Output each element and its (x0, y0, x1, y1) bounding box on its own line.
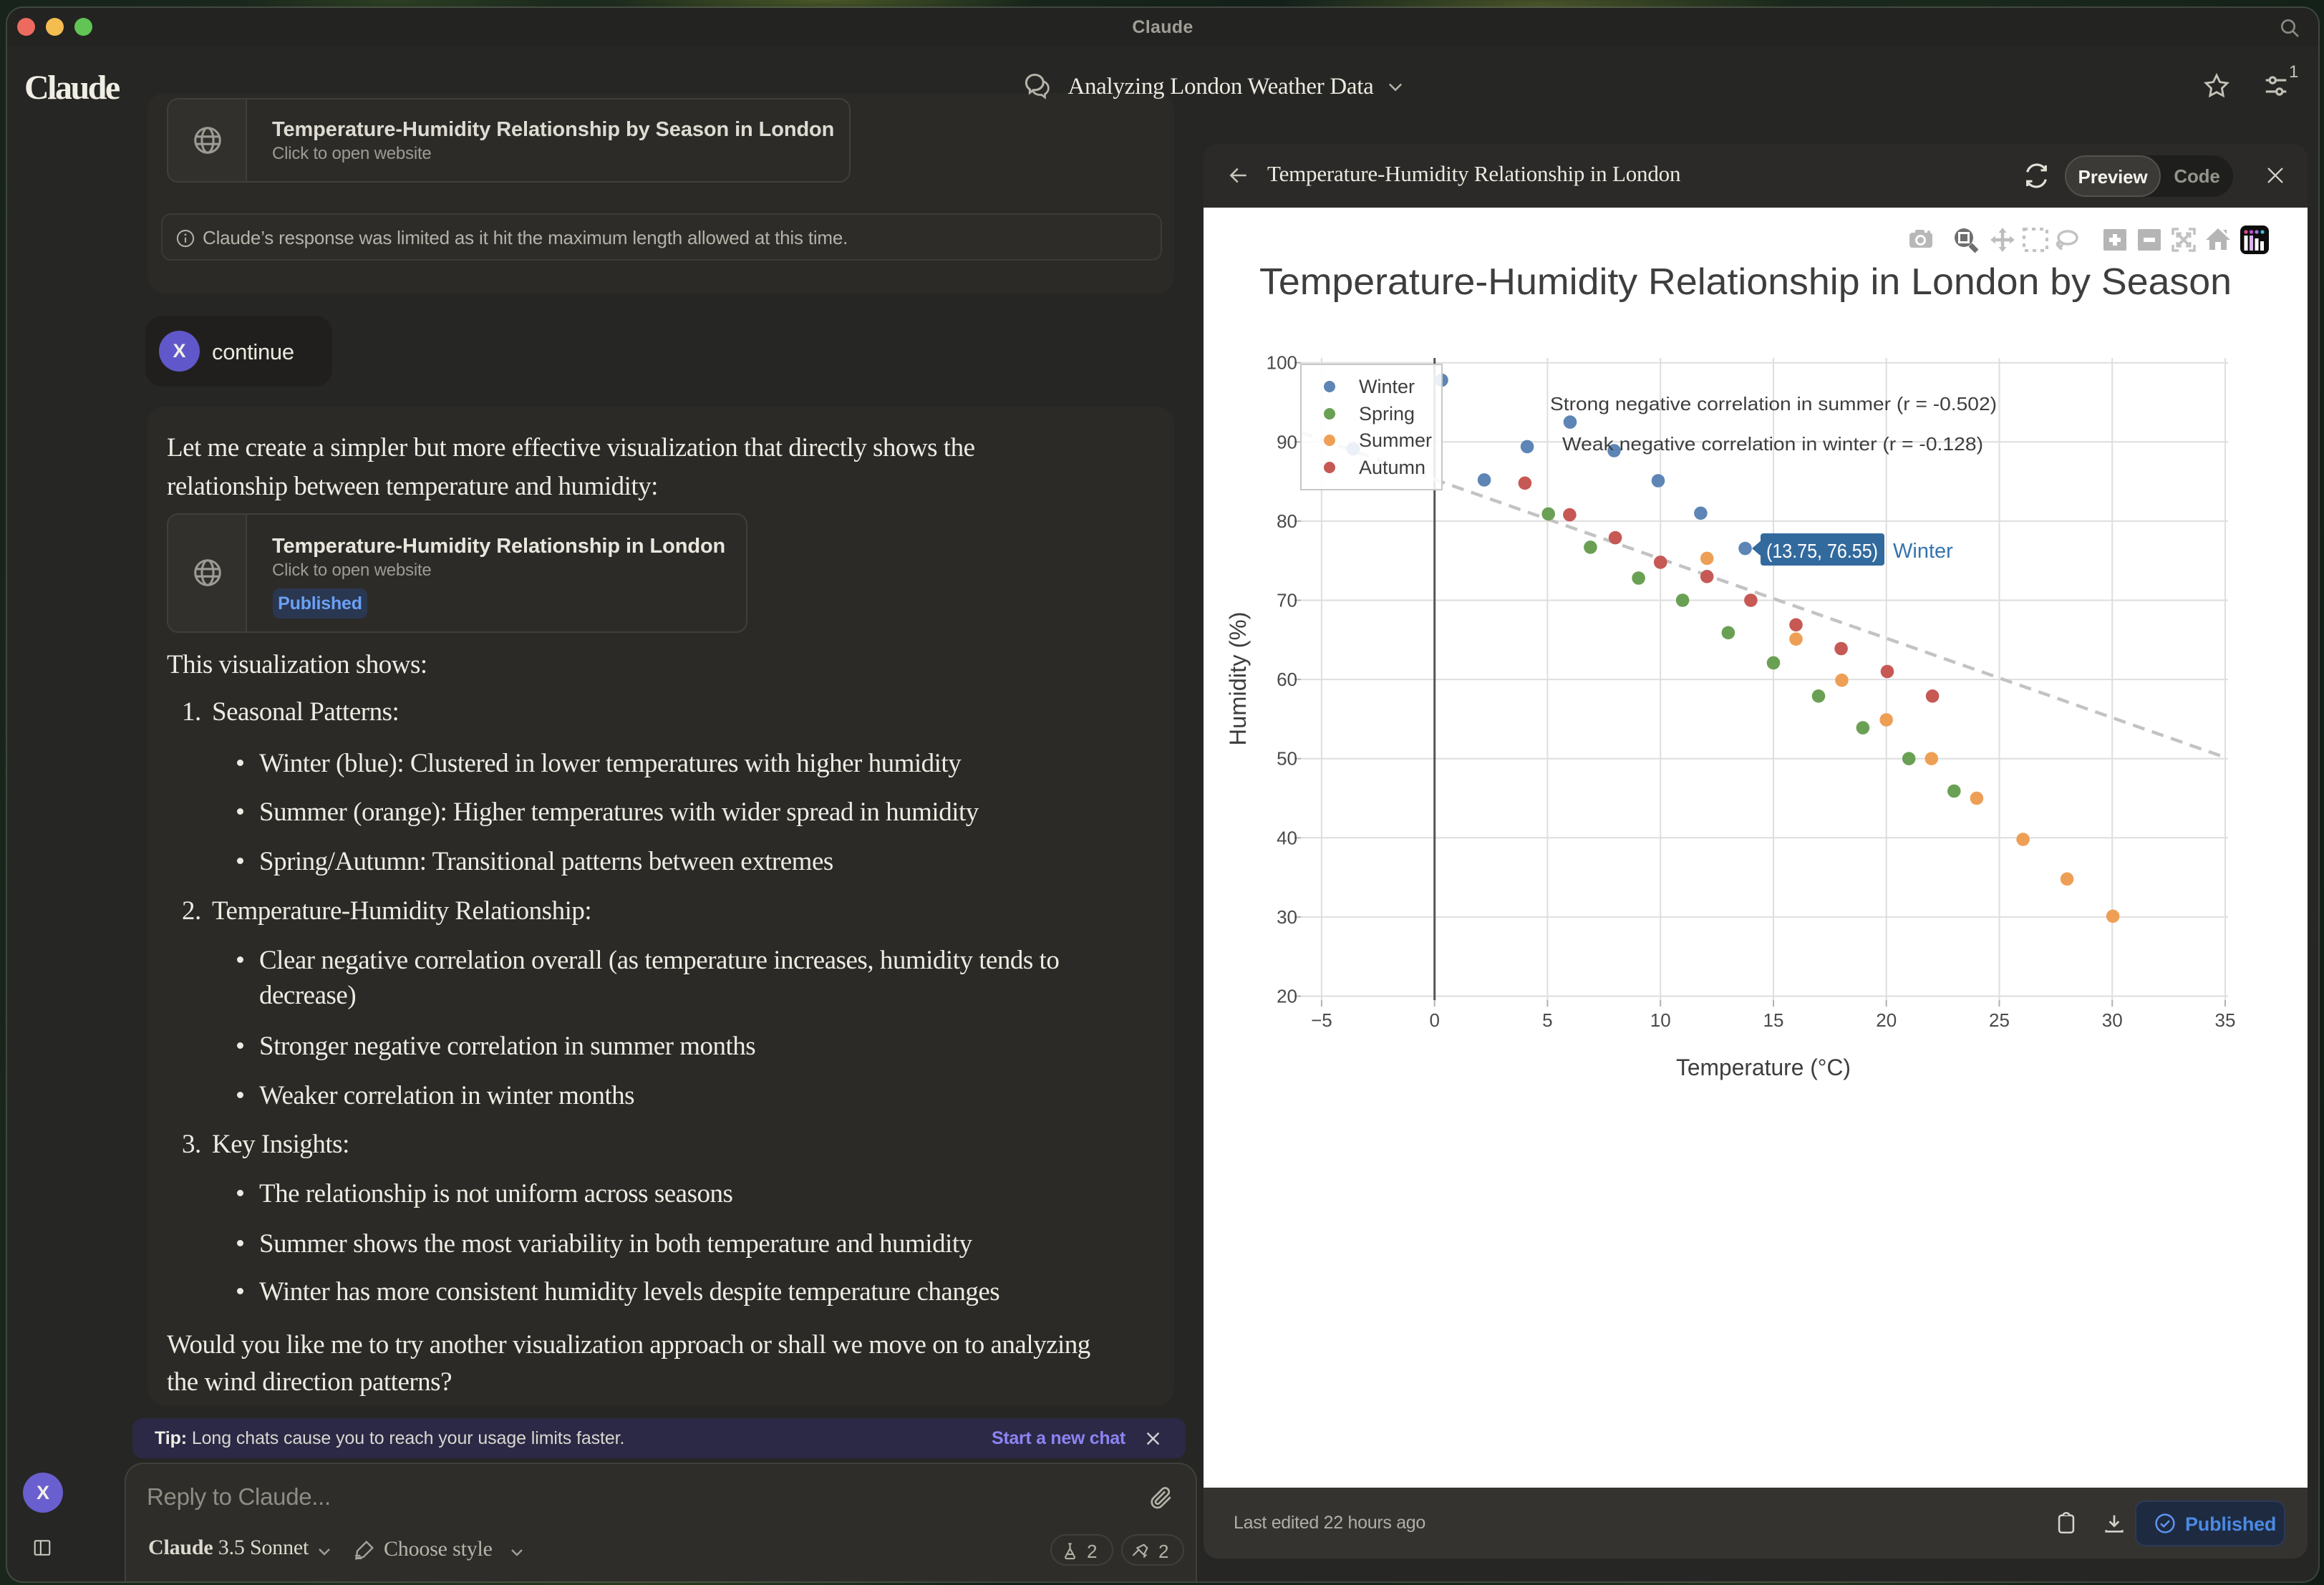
svg-text:90: 90 (1277, 431, 1297, 452)
svg-text:20: 20 (1277, 986, 1297, 1007)
svg-text:70: 70 (1277, 590, 1297, 611)
svg-text:35: 35 (2215, 1009, 2236, 1031)
svg-text:0: 0 (1429, 1009, 1439, 1031)
svg-text:10: 10 (1650, 1009, 1671, 1031)
svg-text:30: 30 (1277, 906, 1297, 928)
svg-text:60: 60 (1277, 669, 1297, 690)
svg-text:−5: −5 (1311, 1009, 1332, 1031)
svg-text:80: 80 (1277, 510, 1297, 532)
svg-text:Winter: Winter (1359, 376, 1415, 397)
svg-text:30: 30 (2102, 1009, 2123, 1031)
svg-text:Temperature-Humidity Relations: Temperature-Humidity Relationship in Lon… (1259, 261, 2232, 303)
svg-text:Winter: Winter (1893, 540, 1953, 563)
svg-text:100: 100 (1267, 352, 1297, 374)
svg-text:40: 40 (1277, 827, 1297, 848)
svg-text:15: 15 (1763, 1009, 1784, 1031)
svg-text:5: 5 (1542, 1009, 1552, 1031)
svg-text:Spring: Spring (1359, 403, 1415, 425)
svg-text:(13.75, 76.55): (13.75, 76.55) (1766, 540, 1878, 562)
svg-text:20: 20 (1876, 1009, 1897, 1031)
svg-text:Humidity (%): Humidity (%) (1225, 612, 1251, 746)
svg-text:Summer: Summer (1359, 430, 1432, 451)
svg-text:Weak negative correlation in w: Weak negative correlation in winter (r =… (1562, 433, 1983, 455)
svg-text:Temperature (°C): Temperature (°C) (1676, 1055, 1851, 1080)
svg-text:Strong negative correlation in: Strong negative correlation in summer (r… (1550, 393, 1997, 415)
svg-text:50: 50 (1277, 748, 1297, 770)
svg-text:Autumn: Autumn (1359, 457, 1425, 478)
svg-text:25: 25 (1989, 1009, 2010, 1031)
